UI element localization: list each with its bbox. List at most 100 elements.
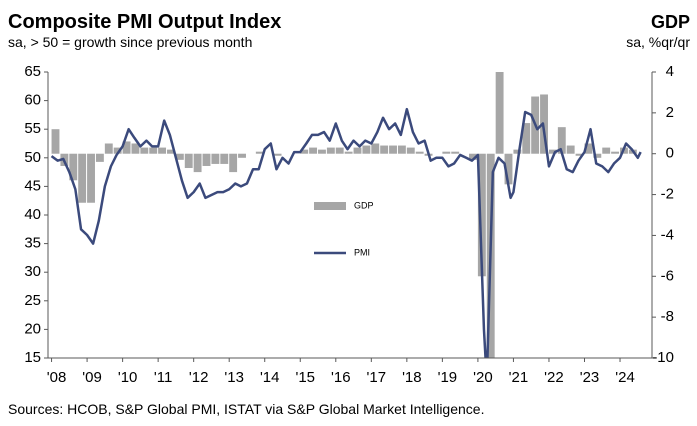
gdp-bar [504, 153, 513, 185]
gdp-bar [193, 153, 202, 173]
y-tick-label: 65 [24, 63, 41, 80]
y-tick-label: 35 [24, 235, 41, 252]
gdp-bar [158, 147, 167, 154]
x-tick-label: '22 [544, 369, 564, 386]
gdp-bar [442, 151, 451, 154]
y2-title: GDP [651, 12, 690, 32]
gdp-bar [353, 147, 362, 154]
chart-title: Composite PMI Output Index [8, 11, 281, 33]
x-tick-label: '15 [295, 369, 315, 386]
source-note: Sources: HCOB, S&P Global PMI, ISTAT via… [8, 401, 484, 417]
gdp-bar [51, 129, 60, 154]
x-tick-label: '10 [118, 369, 138, 386]
gdp-bar [309, 147, 318, 154]
axes: 15 20 25 30 35 40 45 50 55 60 65 -10 -8 -6 -4 -2 0 2 4 '08 '… [24, 63, 674, 386]
legend-swatch [314, 202, 346, 210]
gdp-bar [211, 153, 220, 164]
chart-subtitle: sa, > 50 = growth since previous month [8, 34, 252, 50]
y-tick-label: 15 [24, 349, 41, 366]
gdp-bar [344, 151, 353, 154]
x-tick-label: '21 [509, 369, 529, 386]
y-tick-label: 25 [24, 292, 41, 309]
x-tick-label: '09 [82, 369, 102, 386]
x-tick-label: '16 [331, 369, 351, 386]
x-tick-label: '19 [438, 369, 458, 386]
gdp-bar [273, 153, 282, 156]
y-tick-label: 60 [24, 92, 41, 109]
gdp-bar [611, 151, 620, 154]
gdp-bar [415, 151, 424, 154]
y2-tick-label: 2 [666, 104, 674, 121]
gdp-bar [513, 149, 522, 154]
x-tick-label: '11 [154, 369, 172, 386]
x-tick-label: '23 [580, 369, 600, 386]
gdp-bar [389, 145, 397, 154]
y2-tick-label: -2 [661, 186, 674, 203]
gdp-bar [575, 153, 584, 156]
y-tick-label: 40 [24, 206, 41, 223]
gdp-bar [406, 147, 415, 154]
gdp-bar [69, 153, 78, 181]
gdp-bar [229, 153, 238, 173]
y-tick-label: 45 [24, 177, 41, 194]
gdp-bar [380, 145, 389, 154]
line-layer [50, 107, 642, 358]
gdp-bar [602, 147, 611, 154]
gdp-bar [175, 153, 184, 160]
x-tick-label: '08 [47, 369, 67, 386]
gdp-bar [326, 147, 335, 154]
gdp-bar [184, 153, 193, 169]
gdp-bar [167, 149, 175, 154]
legend-label: PMI [354, 247, 370, 257]
gdp-bar [202, 153, 211, 166]
y-tick-label: 20 [24, 320, 41, 337]
gdp-bar [566, 145, 575, 154]
pmi-line [50, 107, 642, 358]
gdp-bar [149, 147, 158, 154]
gdp-bar [362, 145, 371, 154]
gdp-bar [113, 147, 122, 154]
gdp-bar [584, 143, 593, 154]
gdp-bar [371, 143, 380, 154]
x-tick-label: '17 [367, 369, 387, 386]
gdp-bar [78, 153, 87, 203]
gdp-bar [548, 149, 557, 154]
gdp-bar [397, 145, 406, 154]
x-tick-label: '12 [189, 369, 209, 386]
gdp-bar [131, 143, 140, 154]
y2-tick-label: 0 [666, 145, 674, 162]
gdp-bar [87, 153, 95, 203]
y-tick-label: 50 [24, 149, 41, 166]
y-tick-label: 30 [24, 263, 41, 280]
y2-tick-label: -4 [661, 226, 674, 243]
gdp-bar [495, 72, 504, 154]
gdp-bar [335, 147, 344, 154]
x-tick-label: '20 [473, 369, 493, 386]
y-tick-label: 55 [24, 120, 41, 137]
y2-tick-label: 4 [666, 63, 674, 80]
x-tick-label: '13 [224, 369, 244, 386]
gdp-bar [469, 153, 477, 160]
gdp-bar [95, 153, 104, 162]
x-tick-label: '18 [402, 369, 422, 386]
gdp-bar [220, 153, 229, 164]
gdp-bar [255, 151, 264, 154]
y2-tick-label: -6 [661, 267, 674, 284]
gdp-bar [593, 153, 602, 158]
gdp-bar [140, 147, 149, 154]
gdp-bar [238, 153, 246, 158]
legend-label: GDP [354, 200, 374, 210]
gdp-bar [557, 127, 566, 154]
gdp-bar [122, 141, 131, 154]
y2-tick-label: -10 [652, 349, 674, 366]
gdp-bar [318, 149, 326, 154]
gdp-bar [300, 149, 309, 154]
gdp-bar [451, 151, 460, 154]
x-tick-label: '24 [615, 369, 635, 386]
gdp-bar [477, 153, 486, 277]
y2-tick-label: -8 [661, 308, 674, 325]
gdp-bar [104, 143, 113, 154]
gdp-bar [522, 123, 531, 154]
x-tick-label: '14 [260, 369, 280, 386]
